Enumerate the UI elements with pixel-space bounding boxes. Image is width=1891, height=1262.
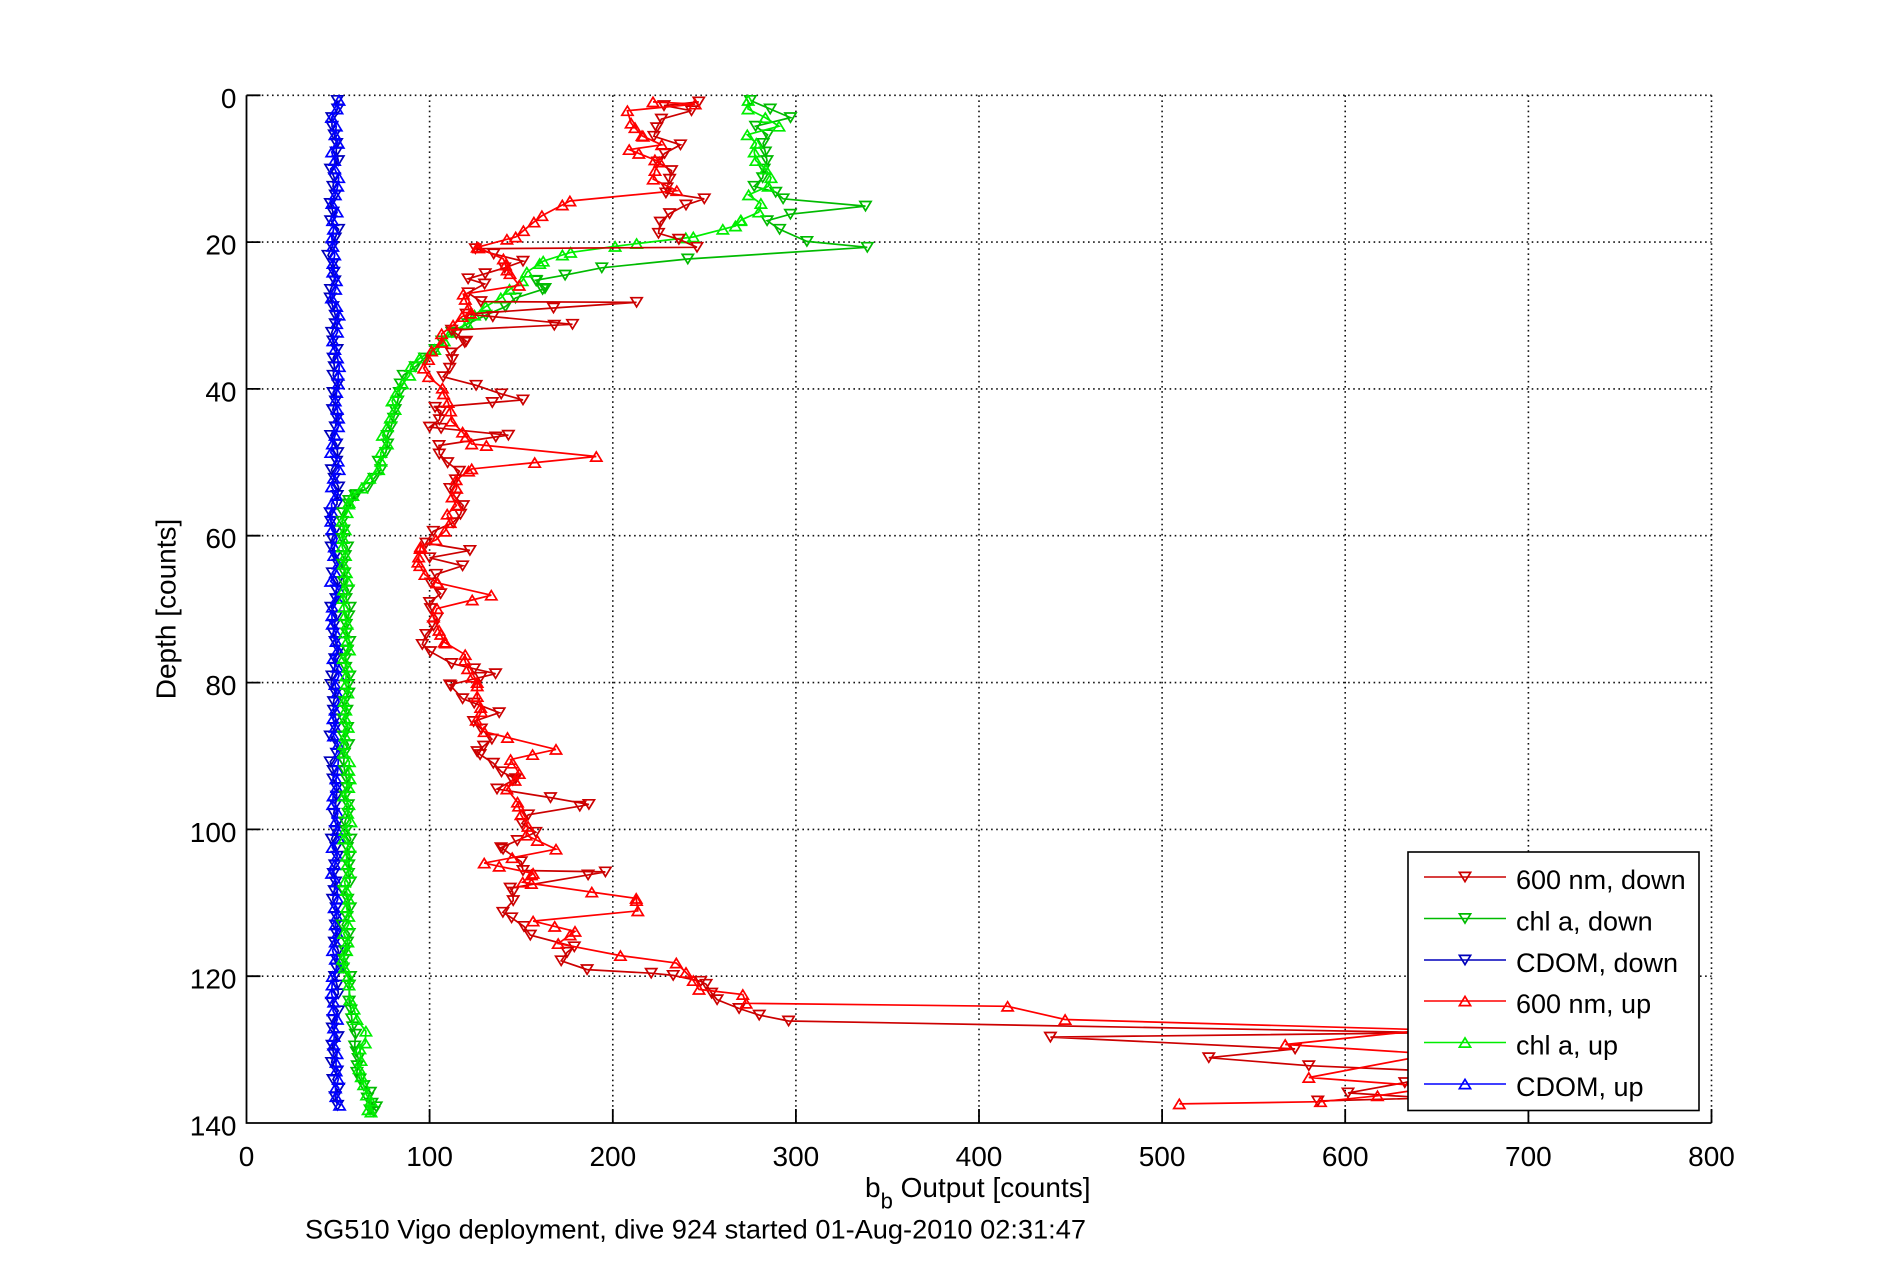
svg-text:800: 800 [1688,1141,1735,1172]
svg-text:120: 120 [190,964,237,995]
svg-text:100: 100 [190,817,237,848]
svg-text:40: 40 [205,376,236,407]
svg-text:SG510 Vigo deployment, dive 92: SG510 Vigo deployment, dive 924 started … [305,1214,1086,1245]
svg-text:400: 400 [956,1141,1003,1172]
svg-text:80: 80 [205,670,236,701]
svg-text:200: 200 [589,1141,636,1172]
svg-text:bb Output [counts]: bb Output [counts] [865,1172,1091,1214]
svg-text:chl a, down: chl a, down [1516,907,1653,937]
svg-text:100: 100 [406,1141,453,1172]
svg-text:700: 700 [1505,1141,1552,1172]
svg-text:0: 0 [239,1141,255,1172]
svg-text:0: 0 [221,83,237,114]
svg-text:500: 500 [1139,1141,1186,1172]
svg-text:300: 300 [773,1141,820,1172]
svg-text:140: 140 [190,1111,237,1142]
svg-text:600 nm, down: 600 nm, down [1516,865,1686,895]
svg-text:Depth [counts]: Depth [counts] [151,519,182,700]
svg-text:60: 60 [205,523,236,554]
svg-text:chl a, up: chl a, up [1516,1031,1618,1061]
svg-text:CDOM, up: CDOM, up [1516,1072,1644,1102]
svg-text:20: 20 [205,230,236,261]
svg-text:600: 600 [1322,1141,1369,1172]
svg-text:CDOM, down: CDOM, down [1516,948,1678,978]
svg-text:600 nm, up: 600 nm, up [1516,989,1651,1019]
